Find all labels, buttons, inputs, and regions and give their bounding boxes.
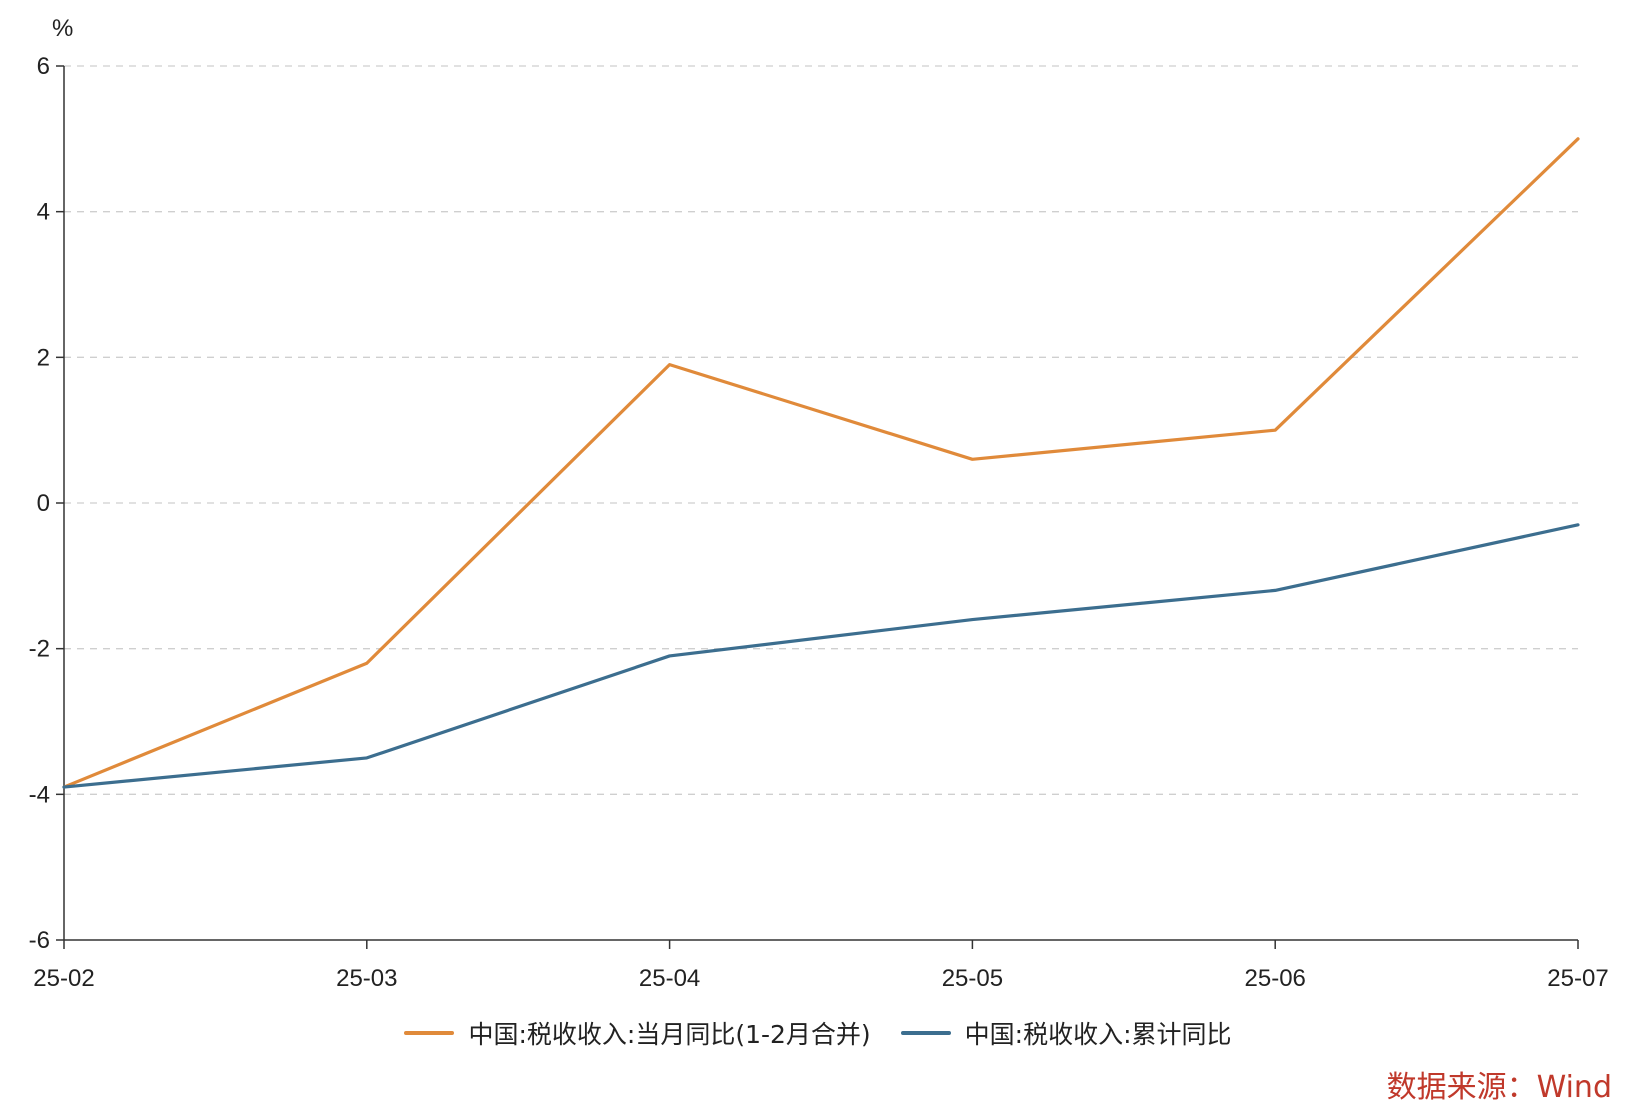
legend-swatch-cumulative-yoy [900,1031,951,1035]
y-tick-label: -2 [29,636,50,663]
legend-label-cumulative-yoy: 中国:税收收入:累计同比 [964,1020,1232,1049]
grid-lines [64,65,1578,795]
x-tick-label: 25-03 [336,965,397,992]
y-axis-ticks: 6 4 2 0 -2 -4 -6 [29,53,64,954]
x-tick-label: 25-07 [1547,965,1608,992]
y-tick-label: 4 [37,199,50,226]
y-tick-label: -4 [29,781,50,808]
y-tick-label: 0 [37,490,50,517]
y-tick-label: 2 [37,344,50,371]
legend-swatch-monthly-yoy [404,1031,455,1035]
legend-label-monthly-yoy: 中国:税收收入:当月同比(1-2月合并) [468,1020,871,1049]
y-tick-label: -6 [29,927,50,954]
x-tick-label: 25-02 [33,965,94,992]
series-line-monthly-yoy [62,137,1580,789]
x-tick-label: 25-05 [942,965,1003,992]
series-lines [62,137,1580,789]
legend-item-cumulative-yoy: 中国:税收收入:累计同比 [900,1015,1232,1051]
chart-legend: 中国:税收收入:当月同比(1-2月合并) 中国:税收收入:累计同比 [0,1015,1636,1051]
legend-item-monthly-yoy: 中国:税收收入:当月同比(1-2月合并) [404,1015,871,1051]
y-axis-unit-label: % [52,15,73,42]
x-tick-label: 25-06 [1245,965,1306,992]
x-axis-ticks: 25-02 25-03 25-04 25-05 25-06 25-07 [33,940,1609,992]
data-source-note: 数据来源：Wind [1386,1070,1612,1105]
series-line-cumulative-yoy [62,523,1580,789]
x-tick-label: 25-04 [639,965,700,992]
y-tick-label: 6 [37,53,50,80]
